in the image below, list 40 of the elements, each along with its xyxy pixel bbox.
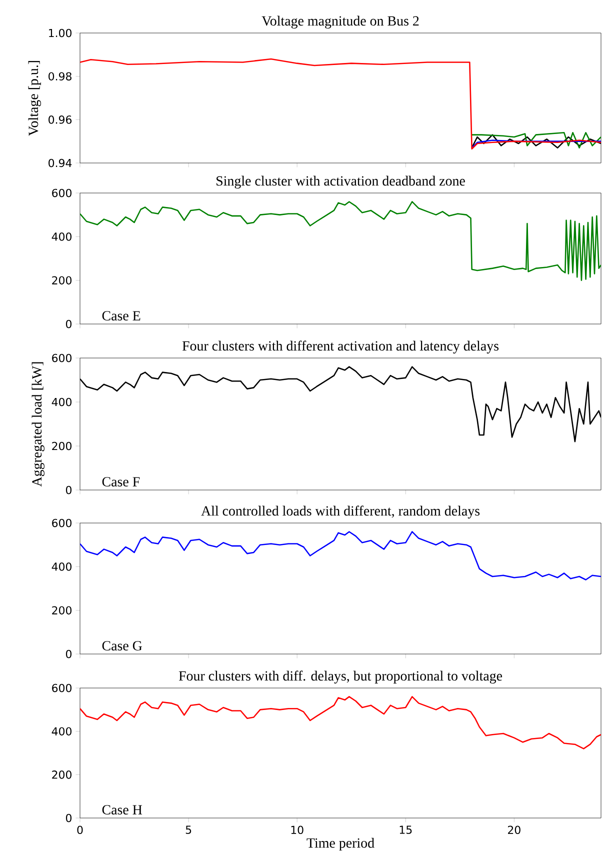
chart-title: Four clusters with diff. delays, but proportional to voltage xyxy=(178,670,502,684)
y-tick-label: 0 xyxy=(66,320,72,328)
y-tick-label: 400 xyxy=(52,232,72,241)
line-series xyxy=(80,58,602,150)
x-axis-title: Time period xyxy=(306,838,374,851)
y-tick-label: 0 xyxy=(66,650,72,658)
y-tick-label: 0.98 xyxy=(48,72,72,80)
annotation: Case E xyxy=(102,311,140,320)
y-tick-label: 600 xyxy=(52,518,72,528)
y-tick-label: 600 xyxy=(52,188,72,198)
x-tick-label: 10 xyxy=(291,826,304,834)
chart-title: Voltage magnitude on Bus 2 xyxy=(262,16,419,29)
y-tick-label: 600 xyxy=(52,354,72,362)
y-tick-label: 400 xyxy=(52,727,72,736)
y-tick-label: 1.00 xyxy=(49,28,72,38)
y-tick-label: 400 xyxy=(52,562,72,571)
x-tick-label: 5 xyxy=(186,826,192,834)
y-tick-label: 200 xyxy=(52,276,72,284)
chart-title: Four clusters with different activation and latency delays xyxy=(182,340,499,354)
y-tick-label: 0 xyxy=(66,486,72,494)
y-tick-label: 200 xyxy=(52,442,72,450)
y-tick-label: 600 xyxy=(52,684,72,692)
annotation: Case G xyxy=(102,641,142,650)
y-tick-label: 0 xyxy=(66,814,72,822)
chart-title: Single cluster with activation deadband zone xyxy=(216,176,465,189)
x-tick-label: 20 xyxy=(508,826,520,834)
x-tick-label: 0 xyxy=(77,826,83,834)
y-tick-label: 0.94 xyxy=(48,158,72,168)
line-series xyxy=(80,201,602,281)
y-tick-label: 200 xyxy=(52,770,72,779)
annotation: Case F xyxy=(102,477,140,486)
x-tick-label: 15 xyxy=(400,826,412,834)
line-series xyxy=(80,531,602,580)
y-axis-title: Aggregated load [kW] xyxy=(32,362,44,487)
y-axis-title: Voltage [p.u.] xyxy=(28,60,41,136)
chart-title: All controlled loads with different, random delays xyxy=(201,506,480,519)
y-tick-label: 400 xyxy=(52,398,72,406)
y-tick-label: 200 xyxy=(52,606,72,614)
annotation: Case H xyxy=(102,805,142,814)
y-tick-label: 0.96 xyxy=(48,116,72,124)
